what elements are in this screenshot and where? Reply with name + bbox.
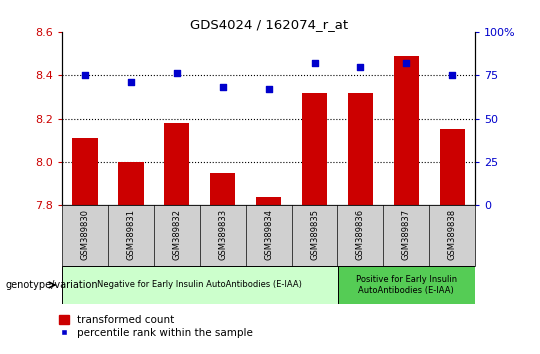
Bar bbox=[118, 162, 144, 205]
Legend: transformed count, percentile rank within the sample: transformed count, percentile rank withi… bbox=[57, 313, 255, 341]
Point bbox=[265, 86, 273, 92]
Bar bbox=[440, 130, 465, 205]
Text: GSM389838: GSM389838 bbox=[448, 209, 457, 260]
Bar bbox=[72, 138, 98, 205]
Point bbox=[218, 85, 227, 90]
Bar bbox=[302, 92, 327, 205]
Bar bbox=[164, 123, 190, 205]
Bar bbox=[338, 266, 475, 304]
Bar bbox=[256, 196, 281, 205]
Bar bbox=[394, 56, 419, 205]
Point bbox=[126, 79, 135, 85]
Point bbox=[402, 60, 410, 66]
Text: GSM389832: GSM389832 bbox=[172, 209, 181, 260]
Text: GSM389834: GSM389834 bbox=[264, 209, 273, 260]
Text: GSM389835: GSM389835 bbox=[310, 209, 319, 260]
Text: Positive for Early Insulin
AutoAntibodies (E-IAA): Positive for Early Insulin AutoAntibodie… bbox=[356, 275, 457, 295]
Text: GSM389836: GSM389836 bbox=[356, 209, 365, 260]
Text: GSM389830: GSM389830 bbox=[80, 209, 90, 260]
Text: GSM389837: GSM389837 bbox=[402, 209, 411, 260]
Text: GSM389833: GSM389833 bbox=[218, 209, 227, 260]
Title: GDS4024 / 162074_r_at: GDS4024 / 162074_r_at bbox=[190, 18, 348, 31]
Text: Negative for Early Insulin AutoAntibodies (E-IAA): Negative for Early Insulin AutoAntibodie… bbox=[97, 280, 302, 290]
Text: GSM389831: GSM389831 bbox=[126, 209, 136, 260]
Point bbox=[172, 71, 181, 76]
Point bbox=[310, 60, 319, 66]
Bar bbox=[62, 205, 475, 266]
Bar bbox=[62, 266, 338, 304]
Bar bbox=[210, 173, 235, 205]
Point bbox=[448, 73, 456, 78]
Point bbox=[81, 73, 90, 78]
Point bbox=[356, 64, 365, 69]
Text: genotype/variation: genotype/variation bbox=[5, 280, 98, 290]
Bar bbox=[348, 92, 373, 205]
